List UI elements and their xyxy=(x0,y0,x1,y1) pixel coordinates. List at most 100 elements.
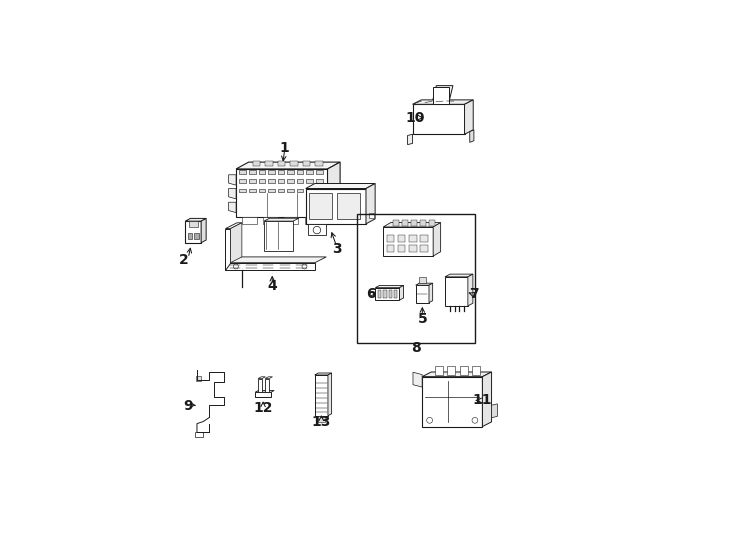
Bar xyxy=(268,170,275,174)
Polygon shape xyxy=(265,379,269,392)
Polygon shape xyxy=(433,87,449,104)
Polygon shape xyxy=(185,221,201,243)
Polygon shape xyxy=(375,286,404,288)
Polygon shape xyxy=(265,377,272,379)
Bar xyxy=(249,188,255,192)
Bar xyxy=(306,179,313,183)
Bar xyxy=(195,432,203,437)
Text: 2: 2 xyxy=(179,253,189,267)
Polygon shape xyxy=(470,130,474,143)
Bar xyxy=(252,161,261,166)
Bar xyxy=(239,179,246,183)
Bar xyxy=(421,245,428,252)
Bar xyxy=(258,188,265,192)
Polygon shape xyxy=(225,223,242,228)
Text: 5: 5 xyxy=(418,312,427,326)
Bar xyxy=(435,366,443,375)
Bar xyxy=(277,170,284,174)
Polygon shape xyxy=(445,274,473,277)
Bar xyxy=(318,416,325,422)
Polygon shape xyxy=(236,169,327,217)
Polygon shape xyxy=(468,274,473,306)
Polygon shape xyxy=(228,175,236,185)
Text: 4: 4 xyxy=(267,279,277,293)
Text: 9: 9 xyxy=(183,399,192,413)
Bar xyxy=(394,290,397,298)
Polygon shape xyxy=(225,228,230,270)
Bar xyxy=(277,188,284,192)
Bar xyxy=(305,217,319,224)
Bar xyxy=(277,161,286,166)
Bar xyxy=(393,220,399,226)
Bar xyxy=(268,179,275,183)
Text: 12: 12 xyxy=(253,401,273,415)
Polygon shape xyxy=(433,222,440,256)
Bar xyxy=(242,217,257,224)
Bar xyxy=(388,290,392,298)
Bar xyxy=(287,170,294,174)
Polygon shape xyxy=(433,86,453,100)
Bar xyxy=(429,220,435,226)
Polygon shape xyxy=(201,218,206,243)
Bar xyxy=(277,179,284,183)
Polygon shape xyxy=(255,392,271,397)
Circle shape xyxy=(313,226,321,234)
Bar xyxy=(249,179,255,183)
Polygon shape xyxy=(407,134,413,145)
Polygon shape xyxy=(230,223,242,263)
Bar xyxy=(249,170,255,174)
Polygon shape xyxy=(465,100,473,134)
Text: 10: 10 xyxy=(405,111,424,125)
Bar xyxy=(290,161,298,166)
Polygon shape xyxy=(415,283,432,285)
Text: 13: 13 xyxy=(312,415,331,429)
Polygon shape xyxy=(258,377,266,379)
Circle shape xyxy=(233,264,239,269)
Polygon shape xyxy=(445,277,468,306)
Polygon shape xyxy=(492,404,498,418)
Circle shape xyxy=(472,417,478,423)
Bar xyxy=(421,220,426,226)
Polygon shape xyxy=(308,224,326,235)
Text: 1: 1 xyxy=(280,141,290,155)
Polygon shape xyxy=(315,373,332,375)
Bar xyxy=(327,184,334,196)
Bar xyxy=(297,170,303,174)
Bar xyxy=(402,220,408,226)
Bar xyxy=(398,245,405,252)
Polygon shape xyxy=(305,184,375,188)
Bar xyxy=(302,161,310,166)
Bar xyxy=(421,235,428,241)
Polygon shape xyxy=(228,202,236,213)
Bar xyxy=(387,245,394,252)
Bar xyxy=(263,217,277,224)
Bar xyxy=(447,366,455,375)
Bar xyxy=(459,366,468,375)
Bar xyxy=(383,290,387,298)
Bar xyxy=(239,188,246,192)
Text: 6: 6 xyxy=(366,287,376,301)
Polygon shape xyxy=(315,375,328,416)
Polygon shape xyxy=(429,283,432,302)
Polygon shape xyxy=(366,184,375,224)
Polygon shape xyxy=(328,373,332,416)
Bar xyxy=(287,188,294,192)
Bar xyxy=(327,200,334,213)
Polygon shape xyxy=(413,104,465,134)
Bar xyxy=(189,221,197,227)
Polygon shape xyxy=(258,379,262,392)
Bar xyxy=(258,179,265,183)
Bar xyxy=(368,213,374,218)
Bar xyxy=(419,277,426,283)
Polygon shape xyxy=(422,377,482,427)
Polygon shape xyxy=(422,372,492,377)
Bar xyxy=(387,235,394,241)
Bar xyxy=(316,179,322,183)
Polygon shape xyxy=(375,288,399,300)
Bar xyxy=(287,179,294,183)
Bar xyxy=(239,170,246,174)
Bar xyxy=(357,214,475,343)
Bar xyxy=(309,193,332,219)
Bar xyxy=(268,188,275,192)
Bar xyxy=(398,235,405,241)
